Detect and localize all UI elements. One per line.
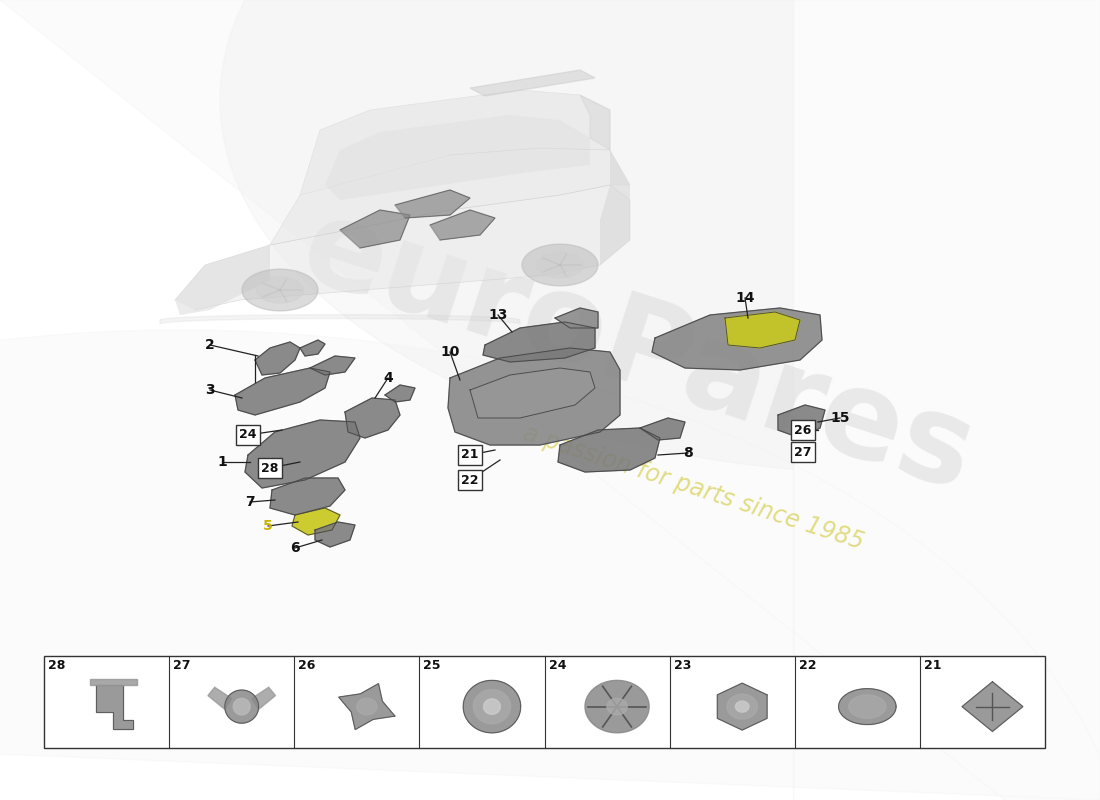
Text: 22: 22 — [461, 474, 478, 486]
Polygon shape — [849, 695, 886, 718]
Text: 2: 2 — [205, 338, 214, 352]
Polygon shape — [522, 244, 598, 286]
Polygon shape — [300, 340, 324, 356]
Text: 24: 24 — [549, 659, 566, 672]
Polygon shape — [345, 398, 400, 438]
Text: 13: 13 — [488, 308, 508, 322]
Polygon shape — [463, 680, 520, 733]
Polygon shape — [470, 368, 595, 418]
Polygon shape — [315, 522, 355, 547]
Polygon shape — [725, 312, 800, 348]
Polygon shape — [252, 687, 275, 710]
Polygon shape — [537, 252, 584, 278]
Text: 6: 6 — [290, 541, 300, 555]
Polygon shape — [208, 687, 232, 710]
Polygon shape — [356, 698, 377, 715]
Polygon shape — [717, 683, 767, 730]
Polygon shape — [340, 210, 410, 248]
Text: 26: 26 — [794, 423, 812, 437]
Text: 21: 21 — [924, 659, 942, 672]
Text: 1: 1 — [217, 455, 227, 469]
Text: a passion for parts since 1985: a passion for parts since 1985 — [519, 422, 867, 554]
Text: 8: 8 — [683, 446, 693, 460]
Polygon shape — [255, 342, 300, 375]
Polygon shape — [233, 698, 250, 715]
Text: 25: 25 — [424, 659, 441, 672]
Polygon shape — [175, 185, 630, 310]
Polygon shape — [483, 322, 595, 362]
Text: 23: 23 — [673, 659, 691, 672]
Polygon shape — [585, 680, 649, 733]
Text: 10: 10 — [440, 345, 460, 359]
Polygon shape — [245, 420, 360, 488]
Text: euroPares: euroPares — [287, 188, 989, 516]
Polygon shape — [580, 95, 611, 150]
Text: 21: 21 — [461, 449, 478, 462]
Text: 4: 4 — [383, 371, 393, 385]
Polygon shape — [607, 698, 627, 715]
Polygon shape — [256, 277, 304, 303]
Text: 15: 15 — [830, 411, 849, 425]
Polygon shape — [235, 368, 330, 415]
Text: 27: 27 — [794, 446, 812, 458]
Polygon shape — [652, 308, 822, 370]
Text: 3: 3 — [206, 383, 214, 397]
Polygon shape — [558, 428, 660, 472]
Text: 28: 28 — [48, 659, 65, 672]
Polygon shape — [736, 701, 749, 712]
Polygon shape — [395, 190, 470, 218]
Text: 7: 7 — [245, 495, 255, 509]
Polygon shape — [727, 694, 758, 719]
Text: 27: 27 — [173, 659, 190, 672]
Polygon shape — [270, 478, 345, 515]
Polygon shape — [385, 385, 415, 402]
Polygon shape — [339, 684, 395, 730]
Text: 24: 24 — [240, 429, 256, 442]
Polygon shape — [838, 689, 896, 725]
Polygon shape — [270, 148, 630, 245]
Polygon shape — [324, 115, 590, 200]
Polygon shape — [300, 90, 610, 195]
Polygon shape — [430, 210, 495, 240]
Text: 14: 14 — [735, 291, 755, 305]
Polygon shape — [220, 0, 793, 800]
Polygon shape — [473, 690, 510, 724]
Polygon shape — [242, 269, 318, 311]
Text: 26: 26 — [298, 659, 316, 672]
Text: 22: 22 — [799, 659, 816, 672]
Polygon shape — [470, 70, 595, 96]
Polygon shape — [484, 699, 500, 714]
Polygon shape — [778, 405, 825, 438]
Polygon shape — [89, 679, 136, 685]
Text: 28: 28 — [262, 462, 278, 474]
Polygon shape — [224, 690, 258, 723]
Polygon shape — [44, 656, 1045, 748]
Polygon shape — [175, 245, 270, 315]
Polygon shape — [97, 685, 133, 729]
Polygon shape — [600, 150, 630, 265]
Polygon shape — [292, 508, 340, 535]
Polygon shape — [448, 348, 620, 445]
Polygon shape — [310, 356, 355, 375]
Polygon shape — [962, 682, 1023, 731]
Polygon shape — [160, 314, 520, 324]
Polygon shape — [640, 418, 685, 440]
Text: 5: 5 — [263, 519, 273, 533]
Polygon shape — [556, 308, 598, 328]
